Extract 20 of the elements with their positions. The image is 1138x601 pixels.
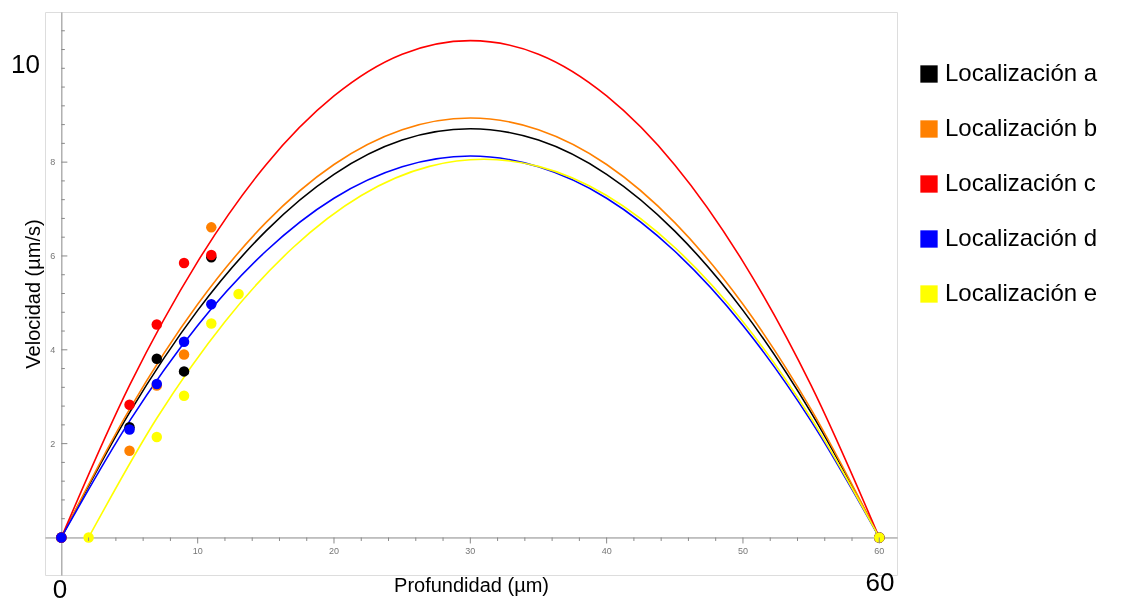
x-axis-title: Profundidad (µm) <box>394 573 549 596</box>
legend-label: Localización a <box>945 59 1098 86</box>
x-tick-label: 40 <box>601 546 612 557</box>
x-tick-label: 60 <box>874 546 885 557</box>
text: 10 <box>11 49 40 79</box>
x-tick-label: 50 <box>737 546 748 557</box>
x-tick-label: 10 <box>192 546 203 557</box>
y-tick-label: 2 <box>50 438 56 449</box>
legend-label: Localización e <box>945 279 1098 306</box>
legend-label: Localización b <box>945 114 1098 141</box>
y-tick-label: 6 <box>50 250 56 261</box>
y-tick-label: 8 <box>50 157 56 168</box>
x-tick-label: 20 <box>328 546 340 557</box>
x-tick-label: 30 <box>465 546 476 557</box>
annotation: 0 <box>52 574 68 601</box>
legend-label: Localización c <box>945 169 1096 196</box>
y-axis-title: Velocidad (µm/s) <box>21 219 44 369</box>
y-tick-label: 4 <box>50 344 56 355</box>
annotation: 60 <box>865 567 895 597</box>
legend-label: Localización d <box>945 224 1098 251</box>
